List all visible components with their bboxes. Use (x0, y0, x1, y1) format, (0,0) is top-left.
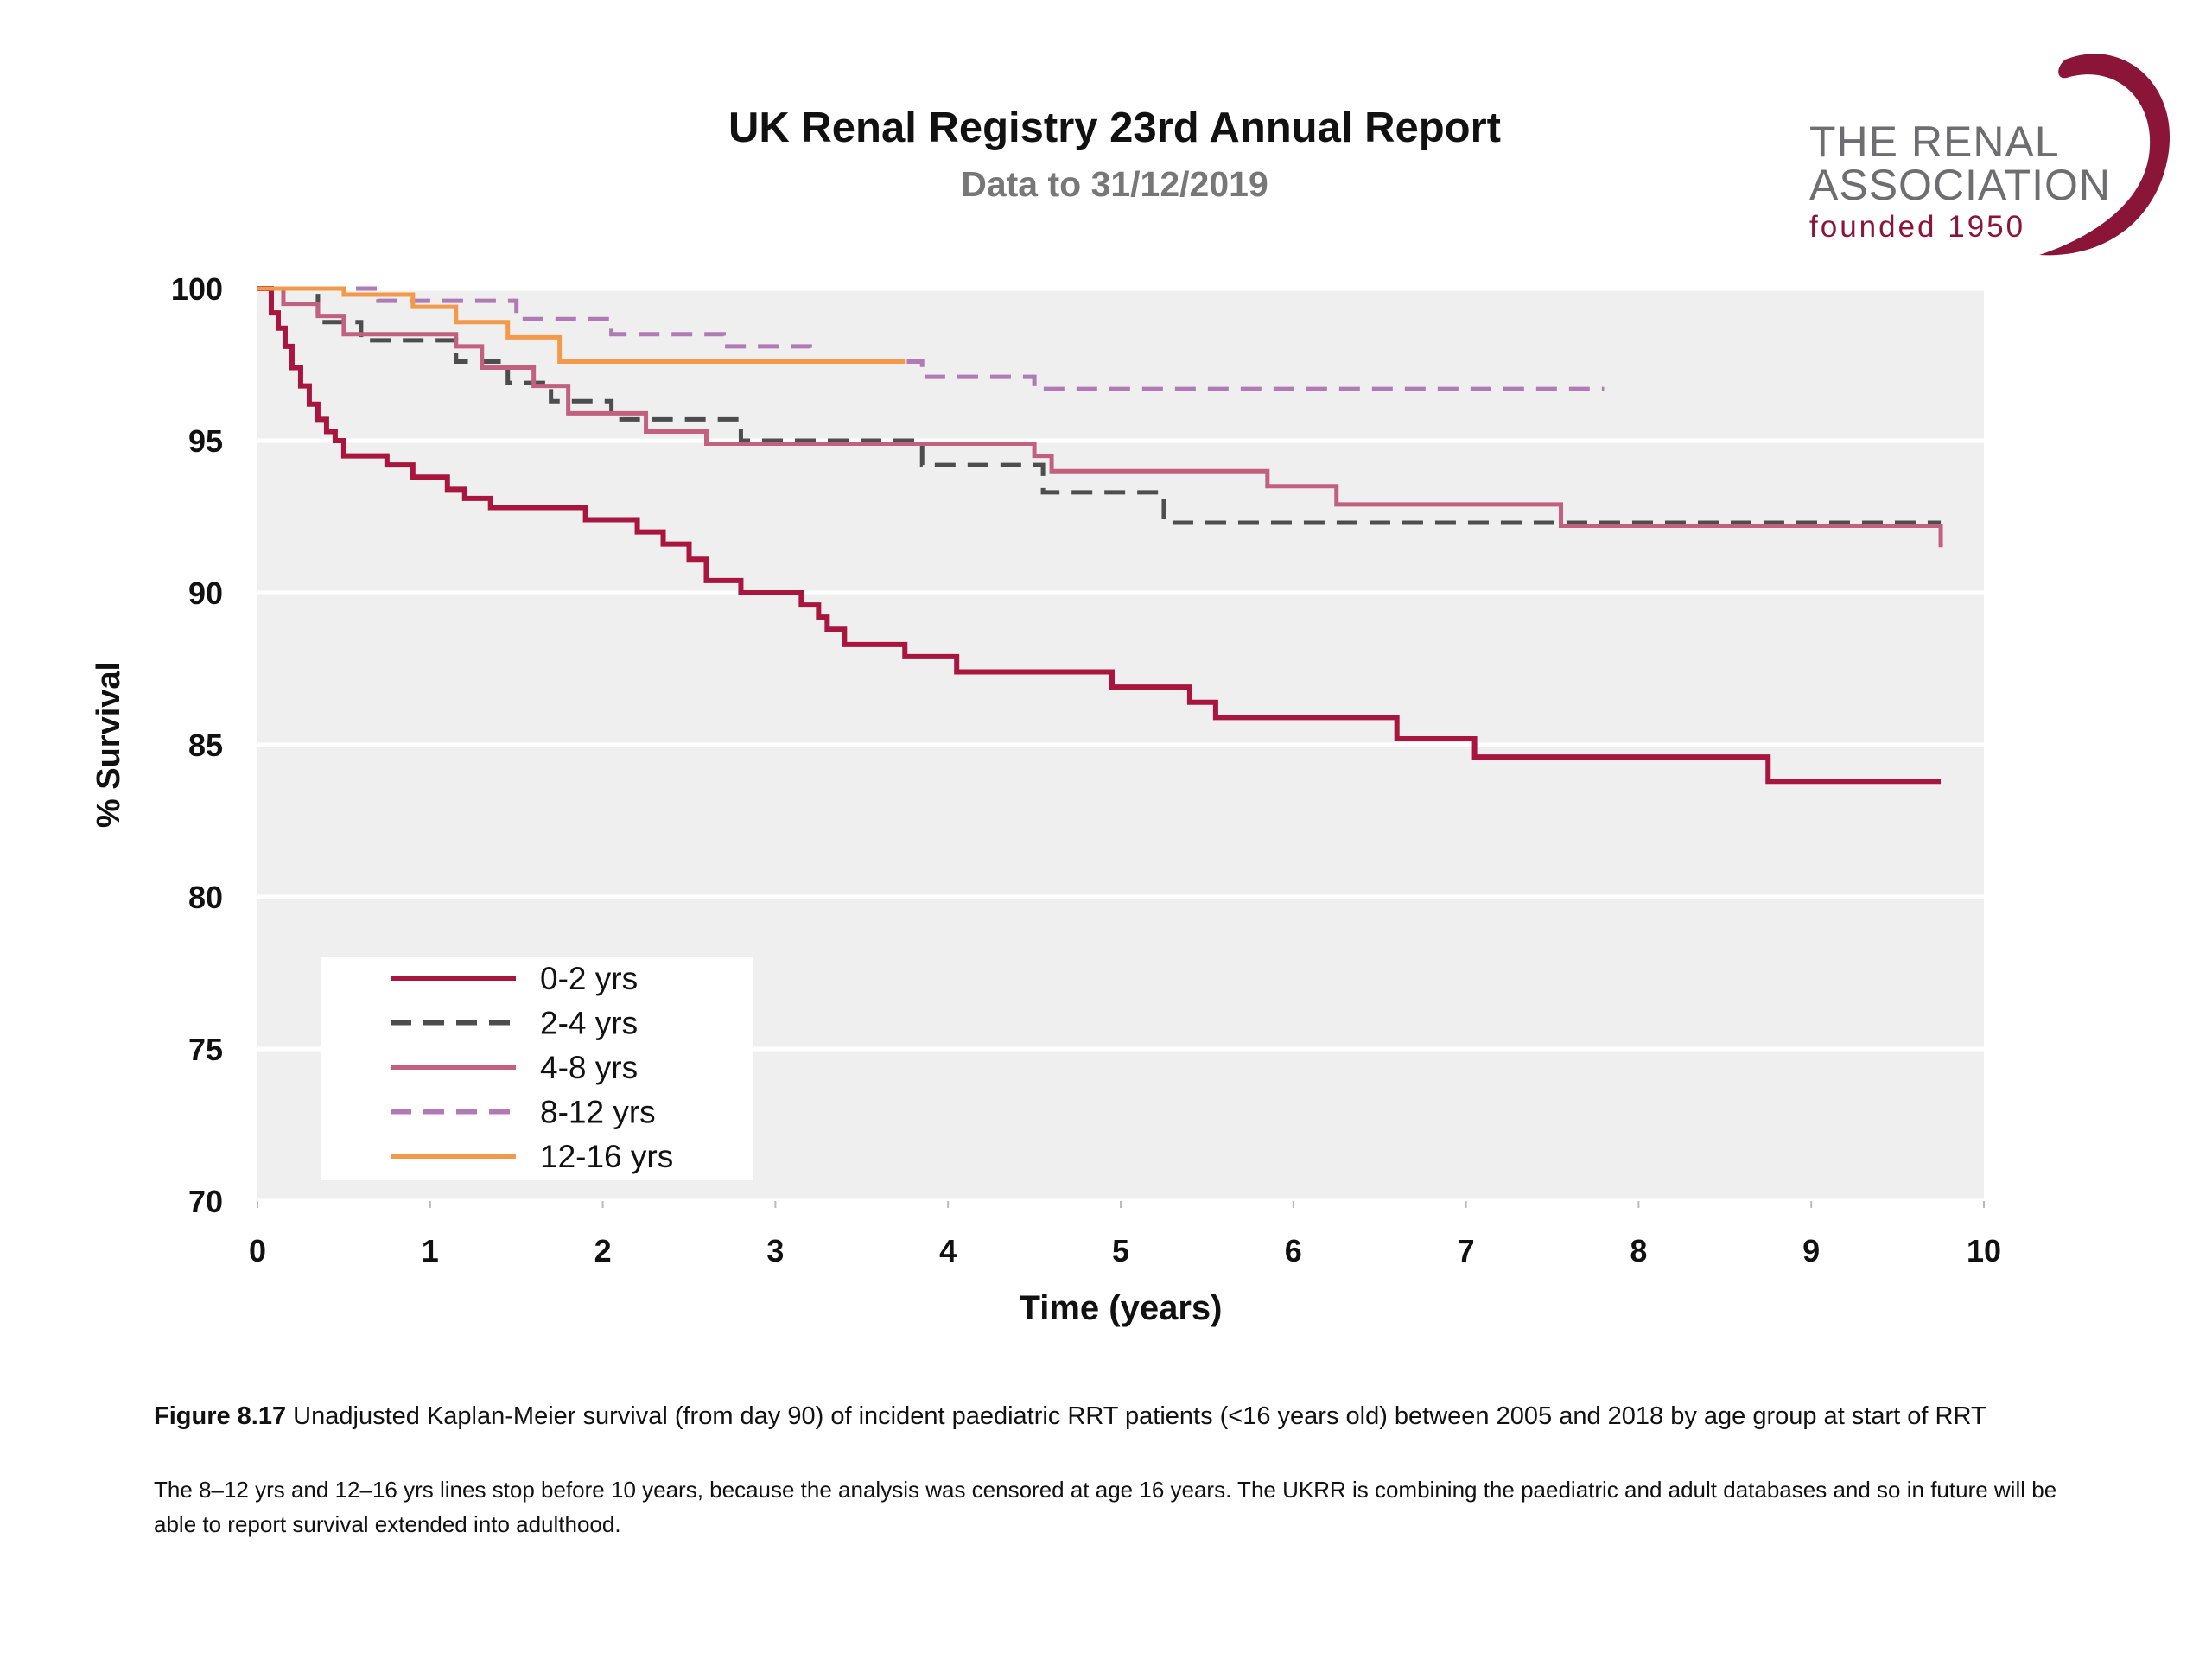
series-line-8-12-yrs (257, 286, 1605, 391)
logo-text-founded: founded 1950 (1809, 210, 2026, 244)
y-tick-label: 100 (171, 271, 223, 307)
legend-label: 2-4 yrs (540, 1006, 638, 1041)
y-tick-label: 90 (188, 575, 223, 611)
logo-text-line1: THE RENAL (1809, 118, 2060, 166)
y-tick-label: 95 (188, 423, 223, 459)
x-tick-label: 4 (939, 1233, 957, 1268)
series-line-12-16-yrs (257, 286, 906, 364)
y-tick-label: 85 (188, 728, 223, 763)
series-line-4-8-yrs (257, 286, 1943, 548)
x-axis-label: Time (years) (1020, 1289, 1223, 1327)
x-tick-label: 2 (594, 1233, 612, 1268)
logo-text-line2: ASSOCIATION (1809, 161, 2112, 209)
x-tick-label: 1 (422, 1233, 439, 1268)
legend-label: 12-16 yrs (540, 1139, 673, 1174)
x-tick-label: 10 (1967, 1233, 2001, 1268)
x-tick-label: 0 (249, 1233, 266, 1268)
x-tick-label: 3 (766, 1233, 784, 1268)
series-line-2-4-yrs (257, 286, 1942, 525)
y-tick-label: 75 (188, 1032, 223, 1067)
figure-note: The 8–12 yrs and 12–16 yrs lines stop be… (154, 1477, 2057, 1537)
renal-association-logo: THE RENAL ASSOCIATION founded 1950 (1780, 48, 2177, 272)
legend-box (321, 957, 753, 1180)
survival-chart: 70 75 80 85 90 95 100 0 1 2 3 4 5 6 7 8 9 10 Time (years)%… (91, 271, 2001, 1327)
y-tick-label: 70 (188, 1184, 223, 1219)
legend-label: 0-2 yrs (540, 961, 638, 996)
x-tick-label: 8 (1630, 1233, 1647, 1268)
x-tick-label: 5 (1112, 1233, 1129, 1268)
report-subtitle: Data to 31/12/2019 (961, 164, 1268, 204)
legend-label: 4-8 yrs (540, 1050, 638, 1085)
figure-label: Figure 8.17 (154, 1402, 287, 1430)
x-tick-label: 6 (1285, 1233, 1302, 1268)
y-axis-label: % Survival (91, 662, 127, 828)
figure-caption: Figure 8.17 Unadjusted Kaplan-Meier surv… (154, 1398, 2081, 1434)
y-tick-label: 80 (188, 880, 223, 915)
report-title: UK Renal Registry 23rd Annual Report (728, 105, 1501, 151)
figure-description: Unadjusted Kaplan-Meier survival (from d… (286, 1402, 1986, 1430)
x-tick-label: 9 (1802, 1233, 1820, 1268)
legend-label: 8-12 yrs (540, 1095, 656, 1130)
x-tick-label: 7 (1458, 1233, 1475, 1268)
series-line-0-2-yrs (257, 286, 1942, 785)
logo-swoosh-icon (2039, 54, 2171, 256)
